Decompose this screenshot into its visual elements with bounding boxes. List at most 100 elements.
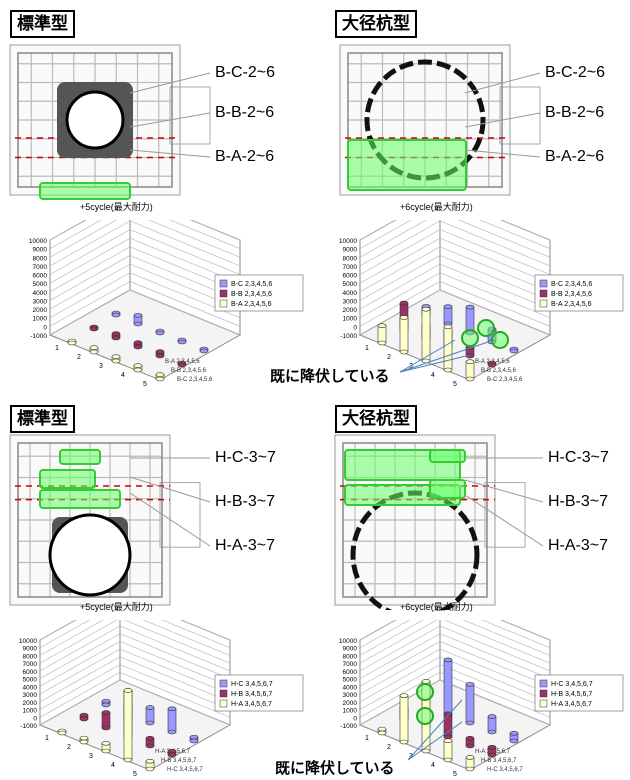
- section-label: B-C-2~6: [545, 64, 606, 81]
- y-tick-label: 1000: [23, 708, 38, 715]
- chart-bar: [443, 304, 453, 327]
- y-tick-label: 2000: [23, 700, 38, 707]
- panel-large-b: 大径杭型 B-C-2~6 B-B-2~6 B-A-2~6 +6cycle(最大耐力) 10…: [320, 0, 630, 390]
- chart-bar: [465, 735, 475, 749]
- chart-bar: [377, 726, 387, 736]
- chart-bar: [399, 315, 409, 355]
- y-tick-label: 7000: [343, 661, 358, 668]
- chart-caption: +5cycle(最大耐力): [80, 602, 153, 612]
- yield-marker: [416, 707, 434, 725]
- section-label: H-B-3~7: [548, 493, 609, 510]
- y-tick-label: 6000: [33, 273, 48, 280]
- y-tick-label: 6000: [343, 273, 358, 280]
- chart-bar: [101, 710, 111, 731]
- chart-bar: [189, 734, 199, 744]
- y-tick-label: 4000: [343, 684, 358, 691]
- legend-swatch: [539, 279, 548, 288]
- chart-bar: [509, 346, 519, 354]
- y-tick-label: 9000: [33, 247, 48, 254]
- yielded-annotation-bottom: 既に降伏している: [275, 759, 395, 777]
- x-tick-label: 2: [387, 744, 391, 751]
- legend-label: H-A 3,4,5,6,7: [231, 701, 272, 708]
- x-tick-label: 1: [365, 735, 369, 742]
- type-badge: 標準型: [10, 405, 75, 433]
- legend-swatch: [539, 679, 548, 688]
- chart-bar: [145, 758, 155, 772]
- x-tick-label: 2: [77, 354, 81, 361]
- chart-bar: [133, 340, 143, 350]
- y-tick-label: -1000: [340, 723, 357, 730]
- x-tick-label: 5: [143, 381, 147, 388]
- x-tick-label: 4: [431, 372, 435, 379]
- legend-label: H-A 3,4,5,6,7: [551, 701, 592, 708]
- legend-swatch: [219, 279, 228, 288]
- y-tick-label: 5000: [343, 677, 358, 684]
- legend-swatch: [539, 289, 548, 298]
- x-tick-label: 4: [431, 762, 435, 769]
- section-label: B-B-2~6: [545, 104, 605, 121]
- y-tick-label: 4000: [33, 290, 48, 297]
- section-label: H-A-3~7: [548, 537, 609, 554]
- legend-label: B-C 2,3,4,5,6: [231, 281, 272, 288]
- chart-bar: [487, 714, 497, 735]
- x-tick-label: 1: [365, 345, 369, 352]
- plan-drawing: [339, 44, 541, 196]
- x-tick-label: 3: [409, 363, 413, 370]
- y-tick-label: 1000: [33, 316, 48, 323]
- chart-bar: [199, 346, 209, 354]
- y-tick-label: 5000: [23, 677, 38, 684]
- section-label: H-C-3~7: [548, 449, 609, 466]
- chart-caption: +6cycle(最大耐力): [400, 202, 473, 212]
- z-axis-label: H-C 3,4,5,6,7: [167, 767, 203, 773]
- chart-bar: [465, 359, 475, 382]
- y-tick-label: 3000: [33, 298, 48, 305]
- chart-bar: [79, 735, 89, 745]
- x-tick-label: 1: [45, 735, 49, 742]
- legend-swatch: [219, 699, 228, 708]
- chart-bar: [167, 706, 177, 735]
- y-tick-label: 0: [43, 324, 47, 331]
- plan-drawing: [9, 434, 211, 606]
- chart-bar: [101, 740, 111, 754]
- yield-marker: [477, 319, 495, 337]
- chart-legend: [534, 274, 624, 312]
- chart-bar: [487, 360, 497, 368]
- chart-bar: [487, 744, 497, 758]
- y-tick-label: 3000: [343, 692, 358, 699]
- chart-bar: [133, 313, 143, 327]
- y-tick-label: 1000: [343, 708, 358, 715]
- chart-bar: [167, 748, 177, 758]
- legend-swatch: [219, 679, 228, 688]
- chart-bar: [123, 688, 133, 763]
- chart-caption: +5cycle(最大耐力): [80, 202, 153, 212]
- y-tick-label: 1000: [343, 316, 358, 323]
- chart-3d: 1000090008000700060005000400030002000100…: [19, 620, 304, 778]
- y-tick-label: 2000: [33, 307, 48, 314]
- chart-bar: [377, 323, 387, 346]
- chart-bar: [67, 338, 77, 346]
- y-tick-label: -1000: [340, 333, 357, 340]
- chart-bar: [443, 738, 453, 763]
- chart-bar: [465, 755, 475, 772]
- legend-swatch: [219, 299, 228, 308]
- legend-swatch: [539, 699, 548, 708]
- type-badge: 標準型: [10, 10, 75, 38]
- y-tick-label: 10000: [29, 238, 47, 245]
- z-axis-label: B-C 2,3,4,5,6: [177, 377, 213, 383]
- y-tick-label: 0: [33, 715, 37, 722]
- plan-drawing: [334, 434, 544, 610]
- y-tick-label: 8000: [343, 653, 358, 660]
- legend-label: B-B 2,3,4,5,6: [231, 291, 272, 298]
- y-tick-label: 7000: [33, 264, 48, 271]
- chart-bar: [145, 705, 155, 726]
- chart-bar: [89, 324, 99, 332]
- section-label: B-A-2~6: [545, 148, 605, 165]
- legend-label: H-C 3,4,5,6,7: [231, 681, 273, 688]
- y-tick-label: 7000: [23, 661, 38, 668]
- y-tick-label: 3000: [343, 298, 358, 305]
- y-tick-label: 6000: [23, 669, 38, 676]
- chart-bar: [155, 328, 165, 336]
- x-tick-label: 4: [111, 762, 115, 769]
- yield-marker: [491, 331, 509, 349]
